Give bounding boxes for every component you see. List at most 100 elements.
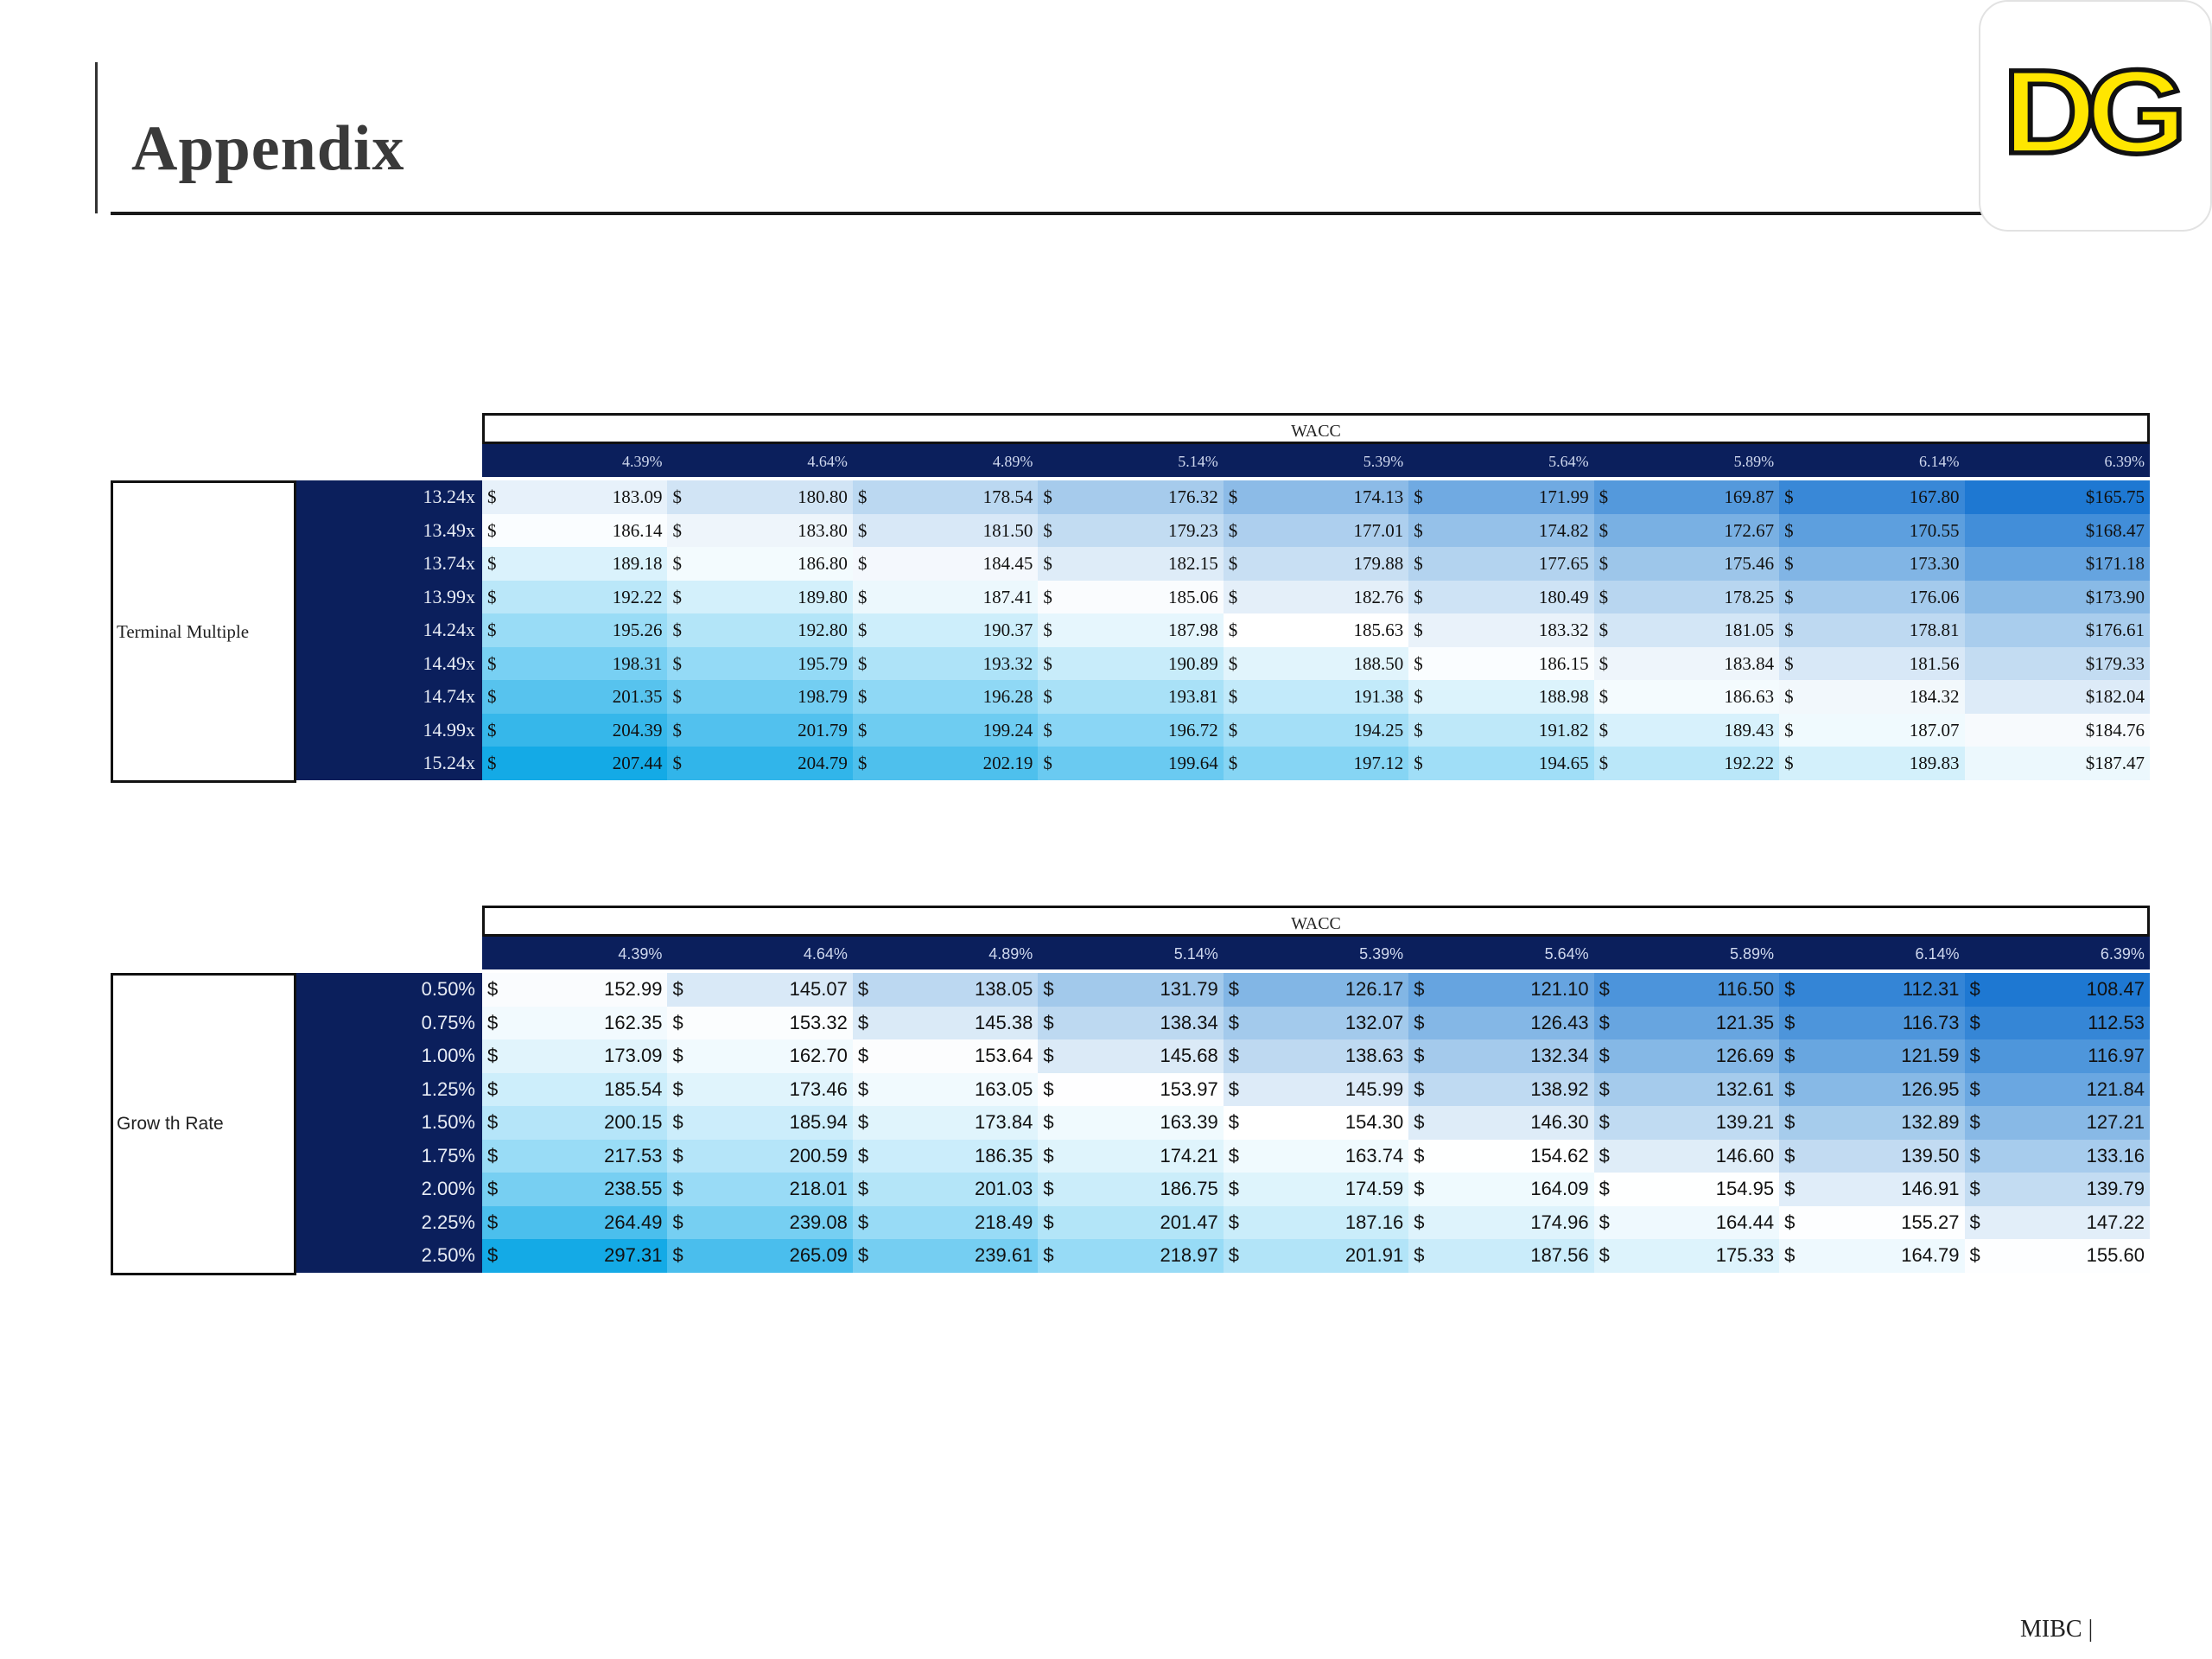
value-cell: $238.55 — [482, 1173, 668, 1206]
currency-symbol: $ — [1969, 1244, 1980, 1266]
currency-symbol: $ — [1043, 686, 1052, 707]
title-divider — [111, 212, 2180, 215]
value-cell: $163.39 — [1038, 1106, 1224, 1140]
cell-value: 138.92 — [1530, 1077, 1589, 1100]
currency-symbol: $ — [487, 486, 497, 507]
currency-symbol: $ — [857, 586, 868, 607]
cell-value: 167.80 — [1909, 486, 1960, 507]
value-cell: $187.47 — [1964, 747, 2150, 780]
cell-value: 171.99 — [1538, 486, 1589, 507]
currency-symbol: $ — [1969, 1077, 1980, 1100]
currency-symbol: $ — [1784, 652, 1794, 674]
value-cell: $193.81 — [1038, 680, 1224, 714]
cell-value: 186.15 — [1538, 652, 1589, 674]
currency-symbol: $ — [1043, 553, 1052, 574]
value-cell: $204.79 — [667, 747, 853, 780]
currency-symbol: $ — [1784, 553, 1794, 574]
value-cell: $171.99 — [1408, 480, 1594, 514]
cell-value: 195.79 — [798, 652, 848, 674]
value-cell: $178.81 — [1779, 613, 1965, 647]
currency-symbol: $ — [1969, 1011, 1980, 1033]
currency-symbol: $ — [1784, 620, 1794, 640]
currency-symbol: $ — [1228, 1244, 1239, 1266]
cell-value: 139.50 — [1901, 1144, 1960, 1166]
currency-symbol: $ — [1784, 586, 1794, 607]
row-header: 0.50% — [296, 973, 482, 1007]
currency-symbol: $ — [1228, 1011, 1239, 1033]
currency-symbol: $ — [487, 753, 497, 773]
value-cell: $189.43 — [1593, 713, 1780, 747]
value-cell: $154.62 — [1408, 1139, 1594, 1173]
value-cell: $187.41 — [852, 580, 1039, 613]
value-cell: $264.49 — [482, 1205, 668, 1239]
currency-symbol: $ — [1043, 978, 1054, 1000]
wacc-column-header: 6.14% — [1919, 453, 1960, 470]
value-cell: $146.91 — [1779, 1173, 1965, 1206]
table-row: 2.25% $264.49 $239.08 $218.49 $201.47 $187.16… — [296, 1205, 2150, 1239]
wacc-column-header: 4.39% — [618, 945, 663, 963]
currency-symbol: $ — [1414, 719, 1423, 741]
cell-value: 184.45 — [982, 553, 1033, 574]
currency-symbol: $ — [857, 1077, 869, 1100]
currency-symbol: $ — [1414, 1244, 1425, 1266]
cell-value: 174.59 — [1344, 1178, 1404, 1199]
value-cell: $185.54 — [482, 1072, 668, 1106]
page-title: Appendix — [131, 113, 405, 184]
value-cell: $154.95 — [1593, 1173, 1780, 1206]
value-cell: $198.79 — [667, 680, 853, 714]
currency-symbol: $ — [487, 719, 497, 741]
value-cell: $204.39 — [482, 713, 668, 747]
value-cell: $121.84 — [1964, 1072, 2150, 1106]
row-header: 13.74x — [296, 547, 482, 581]
currency-symbol: $ — [1414, 652, 1423, 674]
cell-value: 132.89 — [1901, 1111, 1960, 1133]
currency-symbol: $ — [1228, 553, 1238, 574]
table-row: 2.50% $297.31 $265.09 $239.61 $218.97 $201.91… — [296, 1239, 2150, 1273]
currency-symbol: $ — [1228, 1211, 1239, 1233]
table-row: 1.25% $185.54 $173.46 $163.05 $153.97 $145.99… — [296, 1072, 2150, 1106]
value-cell: $184.76 — [1964, 713, 2150, 747]
currency-symbol: $ — [857, 1045, 869, 1066]
value-cell: $202.19 — [852, 747, 1039, 780]
currency-symbol: $ — [1599, 652, 1609, 674]
cell-value: 201.35 — [612, 686, 663, 707]
value-cell: $175.33 — [1593, 1239, 1780, 1273]
value-cell: $189.18 — [482, 547, 668, 581]
currency-symbol: $ — [672, 620, 682, 640]
currency-symbol: $ — [672, 1178, 683, 1199]
currency-symbol: $ — [1599, 586, 1609, 607]
sensitivity-grid: 13.24x $183.09 $180.80 $178.54 $176.32 $174.1… — [296, 480, 2150, 780]
currency-symbol: $ — [1414, 486, 1423, 507]
cell-value: 147.22 — [2086, 1211, 2145, 1233]
currency-symbol: $ — [487, 1011, 499, 1033]
value-cell: $116.50 — [1593, 973, 1780, 1007]
value-cell: $112.31 — [1779, 973, 1965, 1007]
currency-symbol: $ — [1599, 553, 1609, 574]
value-cell: $132.61 — [1593, 1072, 1780, 1106]
currency-symbol: $ — [1043, 719, 1052, 741]
value-cell: $162.35 — [482, 1006, 668, 1039]
wacc-column-header: 5.89% — [1733, 453, 1775, 470]
cell-value: 164.09 — [1530, 1178, 1589, 1199]
cell-value: 189.43 — [1724, 719, 1775, 741]
currency-symbol: $ — [1784, 686, 1794, 707]
currency-symbol: $ — [1414, 1111, 1425, 1133]
value-cell: $167.80 — [1779, 480, 1965, 514]
sensitivity-grid: 0.50% $152.99 $145.07 $138.05 $131.79 $126.17… — [296, 973, 2150, 1273]
cell-value: 183.80 — [798, 519, 848, 541]
value-cell: $239.08 — [667, 1205, 853, 1239]
value-cell: $201.79 — [667, 713, 853, 747]
currency-symbol: $ — [487, 553, 497, 574]
cell-value: $179.33 — [2085, 652, 2145, 674]
currency-symbol: $ — [672, 1077, 683, 1100]
value-cell: $176.06 — [1779, 580, 1965, 613]
value-cell: $182.15 — [1038, 547, 1224, 581]
value-cell: $174.96 — [1408, 1205, 1594, 1239]
table-row: 15.24x $207.44 $204.79 $202.19 $199.64 $197.1… — [296, 747, 2150, 780]
cell-value: 183.84 — [1724, 652, 1775, 674]
cell-value: 199.24 — [982, 719, 1033, 741]
currency-symbol: $ — [857, 719, 868, 741]
cell-value: 199.64 — [1168, 753, 1218, 773]
value-cell: $116.73 — [1779, 1006, 1965, 1039]
currency-symbol: $ — [1599, 686, 1609, 707]
